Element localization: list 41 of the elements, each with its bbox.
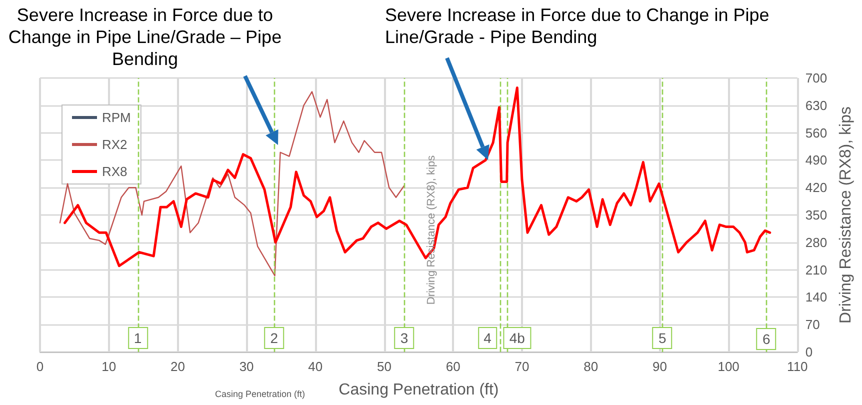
x-tick-label: 110 [787,359,808,374]
x-tick-label: 80 [584,359,598,374]
y-axis-title: Driving Resistance (RX8), kips [838,106,854,324]
x-tick-label: 20 [170,359,185,374]
x-axis-title: Casing Penetration (ft) [338,382,499,398]
line-series [59,91,405,276]
annotation: 5 [652,326,672,349]
y-tick-label: 420 [805,180,828,196]
y-tick-label: 700 [805,70,828,86]
y-tick-label: 0 [805,344,813,360]
annotation: 4b [503,327,531,350]
text: Severe Increase in Force due to Change in Pipe Line/Grade – Pipe Bending [7,4,283,70]
x-tick-label: 100 [718,359,740,374]
x-tick-label: 30 [239,359,254,374]
y-tick-label: 140 [805,290,828,305]
x-tick-label: 10 [102,359,116,374]
annotation: 2 [264,327,284,350]
y-tick-label: 350 [805,208,828,222]
y-tick-label: 210 [805,262,828,278]
annotation: 1 [128,327,148,350]
y-tick-label: 490 [805,152,828,168]
legend-label: RX8 [102,164,128,179]
x-tick-label: 0 [36,359,44,374]
y-tick-label: 630 [805,98,828,113]
legend-label: RX2 [102,137,128,152]
legend-label: RPM [102,110,131,125]
y-tick-label: 280 [805,234,828,250]
annotation: 4 [478,327,498,350]
x-tick-label: 50 [377,359,392,374]
x-tick-label: 90 [652,359,667,374]
text: Casing Penetration (ft) [215,389,306,399]
x-tick-label: 60 [446,359,460,374]
annotation: Driving Resistance (RX8), kips [426,155,438,305]
x-tick-label: 40 [308,359,323,374]
x-tick-label: 70 [514,359,530,374]
annotation: 3 [394,327,414,350]
y-tick-label: 70 [805,317,820,332]
text: Severe Increase in Force due to Change in Pipe Line/Grade - Pipe Bending [385,4,770,48]
line-series [64,86,772,268]
y-tick-label: 560 [805,125,828,140]
annotation: 6 [756,328,776,350]
